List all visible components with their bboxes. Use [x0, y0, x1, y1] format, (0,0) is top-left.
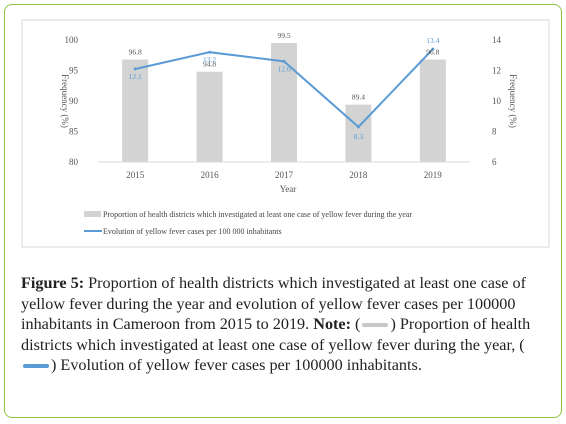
y-axis-title-left: Frequency (%) [60, 74, 70, 128]
line-value-label: 8.3 [354, 132, 364, 141]
note-open: ( [351, 315, 361, 333]
note-part1: ) Proportion of health districts which i… [21, 315, 531, 354]
line-point [208, 50, 212, 54]
line-point [133, 67, 137, 71]
y-tick-left: 100 [65, 35, 79, 45]
line-point [356, 125, 360, 129]
y-tick-left: 80 [69, 157, 79, 167]
x-axis-title: Year [280, 184, 297, 194]
x-tick-label: 2016 [201, 170, 220, 180]
legend: Proportion of health districts which inv… [84, 210, 412, 236]
x-tick-label: 2018 [349, 170, 368, 180]
bar-value-label: 96.8 [129, 48, 142, 57]
bar-value-label: 96.8 [426, 48, 439, 57]
x-tick-label: 2015 [126, 170, 145, 180]
line-value-label: 12.6 [277, 64, 290, 73]
y-tick-left: 85 [69, 127, 79, 137]
legend-label-bar: Proportion of health districts which inv… [103, 210, 412, 219]
bar-value-label: 99.5 [277, 31, 290, 40]
blue-swatch-icon [23, 364, 49, 369]
bar [271, 43, 297, 162]
y-tick-right: 6 [492, 157, 497, 167]
bar [122, 59, 149, 162]
figure-caption: Figure 5: Proportion of health districts… [21, 273, 551, 376]
x-tick-label: 2019 [424, 170, 443, 180]
x-tick-label: 2017 [275, 170, 294, 180]
y-tick-right: 12 [492, 66, 501, 76]
legend-label-line: Evolution of yellow fever cases per 100 … [103, 227, 282, 236]
line-value-label: 12.1 [129, 72, 142, 81]
note-label: Note: [313, 315, 351, 333]
note-part2: ) Evolution of yellow fever cases per 10… [51, 356, 422, 374]
y-axis-title-right: Frequency (%) [508, 74, 518, 128]
axes: 80 85 90 95 100 6 8 10 12 14 2015 2016 2017 2018 2019 [65, 35, 502, 180]
figure-label: Figure 5: [21, 274, 85, 292]
line-series [133, 47, 435, 129]
y-tick-right: 14 [492, 35, 502, 45]
line-point [431, 47, 435, 51]
y-tick-right: 10 [492, 96, 502, 106]
y-tick-left: 90 [69, 96, 79, 106]
legend-swatch-bar [84, 211, 101, 217]
line-point [282, 59, 286, 63]
y-tick-right: 8 [492, 127, 497, 137]
bar [345, 104, 372, 162]
bar-series [122, 43, 446, 162]
line-value-label: 13.2 [203, 55, 216, 64]
y-tick-left: 95 [69, 66, 79, 76]
combo-chart: 96.894.899.589.496.812.113.212.68.313.4 … [21, 19, 550, 248]
bar-value-label: 94.8 [203, 60, 216, 69]
gray-swatch-icon [362, 323, 389, 328]
line-value-label: 13.4 [426, 36, 439, 45]
bar [419, 59, 446, 162]
bar-value-label: 89.4 [352, 93, 365, 102]
chart-area-border [21, 19, 550, 248]
data-labels: 96.8 94.8 99.5 89.4 96.8 12.1 13.2 12.6 8.3 13.4 [129, 31, 440, 141]
caption-text: Proportion of health districts which inv… [21, 274, 526, 333]
bar [196, 71, 223, 162]
